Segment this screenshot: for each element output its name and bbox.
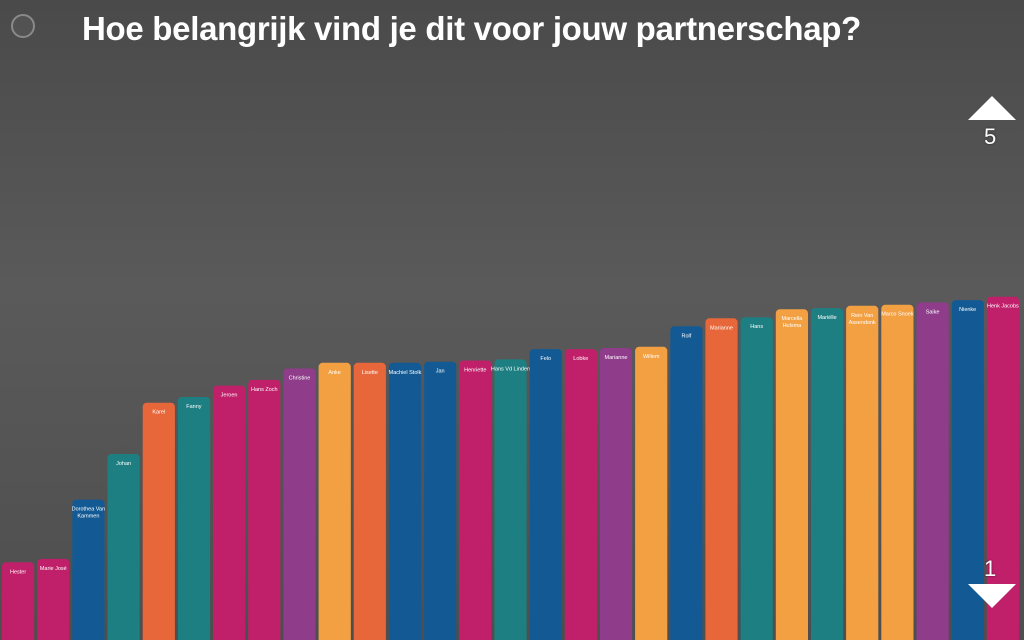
bar bbox=[635, 346, 668, 640]
bar-label: Lisette bbox=[362, 370, 378, 376]
bar-label: Anke bbox=[328, 370, 341, 376]
bar-label: Rein Van Assendonk bbox=[849, 313, 876, 326]
bar-label: Mariëlle bbox=[817, 315, 836, 321]
page-title: Hoe belangrijk vind je dit voor jouw par… bbox=[82, 10, 861, 47]
bar bbox=[881, 304, 914, 640]
bar-label: Hans Zoch bbox=[251, 387, 278, 393]
bar bbox=[916, 302, 949, 640]
bar bbox=[142, 402, 175, 640]
bar-label: Felo bbox=[540, 356, 551, 362]
bar-label: Marianne bbox=[605, 355, 628, 361]
bar bbox=[318, 362, 351, 640]
bar bbox=[775, 309, 808, 640]
bar-label: Henriette bbox=[464, 368, 486, 374]
bar-label: Jan bbox=[436, 369, 445, 375]
bar bbox=[177, 397, 211, 640]
bar-label: Christine bbox=[289, 376, 311, 382]
bar-label: Dorothea Van Kammen bbox=[72, 507, 106, 520]
bar-label: Marie José bbox=[40, 566, 67, 572]
bar-label: Saike bbox=[926, 309, 940, 315]
bar bbox=[529, 349, 562, 640]
bar bbox=[459, 360, 492, 640]
bar bbox=[72, 499, 105, 640]
bar bbox=[670, 326, 703, 640]
bar bbox=[248, 379, 281, 640]
bar-label: Fanny bbox=[186, 404, 202, 410]
bar-label: Machiel Stolk bbox=[389, 370, 422, 376]
bar-label: Henk Jacobs bbox=[987, 304, 1019, 310]
bar bbox=[564, 349, 597, 640]
bar bbox=[951, 300, 984, 640]
bar bbox=[599, 348, 633, 640]
bar bbox=[494, 359, 527, 640]
bar bbox=[811, 308, 844, 640]
bar bbox=[283, 368, 316, 640]
bar bbox=[37, 558, 70, 640]
arrow-down-icon[interactable] bbox=[968, 584, 1016, 608]
bar bbox=[2, 562, 35, 640]
bar-label: Willem bbox=[643, 354, 660, 360]
bar-label: Lobke bbox=[573, 356, 588, 362]
bar bbox=[986, 296, 1019, 640]
bar-label: Nienke bbox=[959, 307, 976, 313]
arrow-up-icon[interactable] bbox=[968, 96, 1016, 120]
bar-label: Marco Snoek bbox=[881, 312, 914, 318]
scale-bottom-label: 1 bbox=[984, 556, 997, 581]
scale-top-label: 5 bbox=[984, 124, 997, 149]
bar-label: Marcella Hulsma bbox=[782, 316, 804, 329]
bar bbox=[740, 317, 773, 640]
bar-label: Rolf bbox=[682, 333, 692, 339]
radio-button[interactable] bbox=[11, 14, 35, 38]
bar bbox=[705, 318, 738, 640]
bar bbox=[846, 305, 879, 640]
bar bbox=[424, 361, 457, 640]
bar-label: Johan bbox=[116, 461, 131, 467]
bar-label: Hans bbox=[750, 324, 763, 330]
bar-label: Jeroen bbox=[221, 393, 238, 399]
bar bbox=[353, 362, 386, 640]
bar bbox=[107, 454, 140, 640]
bar-label: Hans Vd Linden bbox=[491, 366, 530, 372]
bar bbox=[388, 362, 422, 640]
bar-label: Karel bbox=[152, 410, 165, 416]
bar bbox=[213, 385, 246, 640]
bar-label: Hester bbox=[10, 569, 26, 575]
bar-label: Marianne bbox=[710, 325, 733, 331]
